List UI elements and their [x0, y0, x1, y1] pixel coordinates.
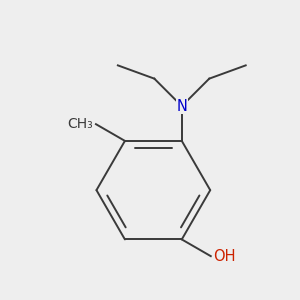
Text: OH: OH	[213, 249, 236, 264]
Text: N: N	[176, 99, 187, 114]
Text: CH₃: CH₃	[67, 117, 93, 131]
